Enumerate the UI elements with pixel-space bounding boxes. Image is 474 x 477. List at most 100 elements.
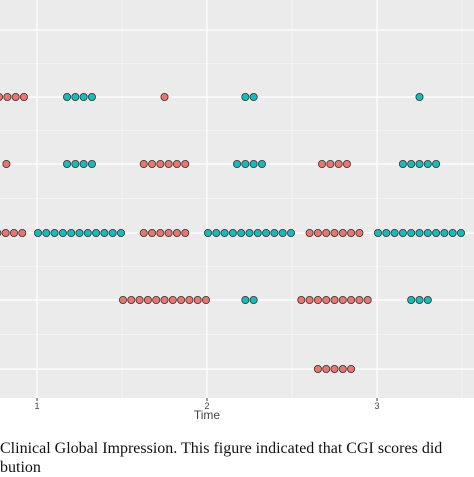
red-data-dot (0, 93, 4, 101)
red-data-dot (9, 228, 18, 237)
teal-data-dot (92, 228, 101, 237)
teal-data-dot (241, 159, 250, 168)
x-axis-label: Time (194, 408, 221, 422)
red-data-dot (156, 159, 165, 168)
teal-data-dot (407, 228, 416, 237)
teal-data-dot (87, 93, 96, 102)
teal-data-dot (423, 295, 432, 304)
teal-data-dot (50, 228, 59, 237)
teal-data-dot (42, 228, 51, 237)
red-data-dot (160, 295, 169, 304)
red-data-dot (181, 159, 190, 168)
red-data-dot (322, 364, 331, 373)
teal-data-dot (79, 159, 88, 168)
teal-data-dot (423, 159, 432, 168)
red-data-dot (297, 295, 306, 304)
teal-data-dot (448, 228, 457, 237)
teal-data-dot (241, 295, 250, 304)
teal-data-dot (220, 228, 229, 237)
red-data-dot (11, 93, 20, 102)
teal-data-dot (456, 228, 465, 237)
teal-data-dot (407, 295, 416, 304)
red-data-dot (338, 228, 347, 237)
data-dots (0, 93, 465, 373)
teal-data-dot (87, 159, 96, 168)
red-data-dot (127, 295, 136, 304)
red-data-dot (338, 295, 347, 304)
red-data-dot (3, 93, 12, 102)
teal-data-dot (63, 159, 72, 168)
teal-data-dot (63, 93, 72, 102)
red-data-dot (143, 295, 152, 304)
teal-data-dot (249, 159, 258, 168)
red-data-dot (152, 295, 161, 304)
teal-data-dot (415, 228, 424, 237)
x-tick-label: 3 (374, 401, 379, 411)
red-data-dot (164, 159, 173, 168)
teal-data-dot (212, 228, 221, 237)
red-data-dot (318, 159, 327, 168)
teal-data-dot (117, 228, 126, 237)
red-data-dot (363, 295, 372, 304)
teal-data-dot (108, 228, 117, 237)
red-data-dot (172, 159, 181, 168)
teal-data-dot (398, 228, 407, 237)
red-data-dot (322, 295, 331, 304)
teal-data-dot (432, 228, 441, 237)
red-data-dot (177, 295, 186, 304)
figure-caption-line-1: Clinical Global Impression. This figure … (0, 440, 443, 457)
teal-data-dot (415, 159, 424, 168)
red-data-dot (139, 159, 148, 168)
teal-data-dot (286, 228, 295, 237)
red-data-dot (338, 364, 347, 373)
teal-data-dot (58, 228, 67, 237)
red-data-dot (313, 228, 322, 237)
red-data-dot (193, 295, 202, 304)
teal-data-dot (423, 228, 432, 237)
red-data-dot (172, 228, 181, 237)
x-tick-label: 2 (204, 401, 209, 411)
red-data-dot (326, 159, 335, 168)
teal-data-dot (34, 228, 43, 237)
red-data-dot (160, 93, 169, 102)
teal-data-dot (100, 228, 109, 237)
teal-data-dot (398, 159, 407, 168)
teal-data-dot (83, 228, 92, 237)
red-data-dot (1, 228, 10, 237)
teal-data-dot (278, 228, 287, 237)
teal-data-dot (228, 228, 237, 237)
teal-data-dot (382, 228, 391, 237)
red-data-dot (135, 295, 144, 304)
red-data-dot (342, 159, 351, 168)
teal-data-dot (270, 228, 279, 237)
red-data-dot (0, 230, 2, 236)
teal-data-dot (249, 93, 258, 102)
red-data-dot (330, 295, 339, 304)
teal-data-dot (440, 228, 449, 237)
teal-data-dot (71, 93, 80, 102)
red-data-dot (139, 228, 148, 237)
red-data-dot (305, 295, 314, 304)
red-data-dot (313, 364, 322, 373)
teal-data-dot (203, 228, 212, 237)
teal-data-dot (432, 159, 441, 168)
teal-data-dot (257, 159, 266, 168)
red-data-dot (201, 295, 210, 304)
teal-data-dot (245, 228, 254, 237)
teal-data-dot (75, 228, 84, 237)
red-data-dot (347, 364, 356, 373)
red-data-dot (119, 295, 128, 304)
red-data-dot (334, 159, 343, 168)
grid-lines (0, 0, 474, 398)
red-data-dot (18, 228, 27, 237)
x-axis-ticks: 1 2 3 (34, 398, 380, 411)
red-data-dot (330, 228, 339, 237)
teal-data-dot (390, 228, 399, 237)
red-data-dot (164, 228, 173, 237)
figure-caption-line-2: bution (0, 459, 41, 476)
teal-data-dot (71, 159, 80, 168)
red-data-dot (156, 228, 165, 237)
teal-data-dot (241, 93, 250, 102)
red-data-dot (305, 228, 314, 237)
